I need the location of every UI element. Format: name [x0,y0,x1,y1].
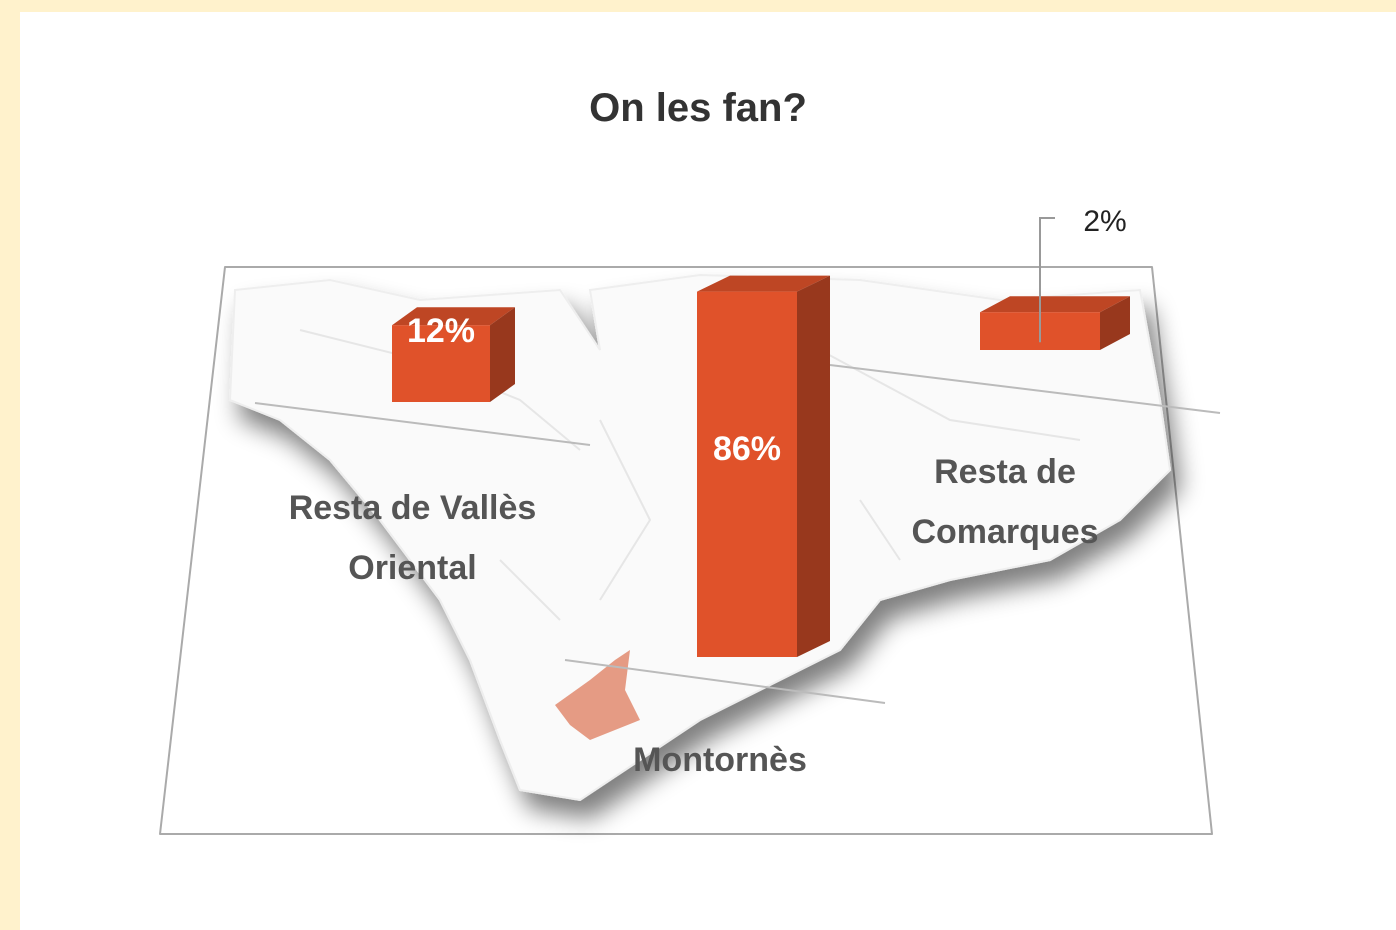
bar-side [797,275,830,657]
bar [392,325,490,402]
bar-side [1100,296,1130,350]
leader-line [829,364,1221,414]
bar-top [980,296,1130,313]
bar-top [392,307,515,326]
data-label: 86% [712,430,782,468]
bar-top [697,275,830,292]
data-label: 12% [406,312,476,350]
leader-line [564,659,886,704]
leader-line [254,402,591,446]
bar-side [490,307,515,402]
bar [697,291,797,657]
category-label: Resta de Vallès Oriental [288,489,537,587]
montornes-region [555,650,640,740]
data-label: 2% [1083,205,1127,238]
label-leader [1039,217,1055,343]
category-label: Resta de Comarques [911,453,1099,551]
chart-title: On les fan? [589,86,807,130]
category-label: Montornès [633,741,807,779]
